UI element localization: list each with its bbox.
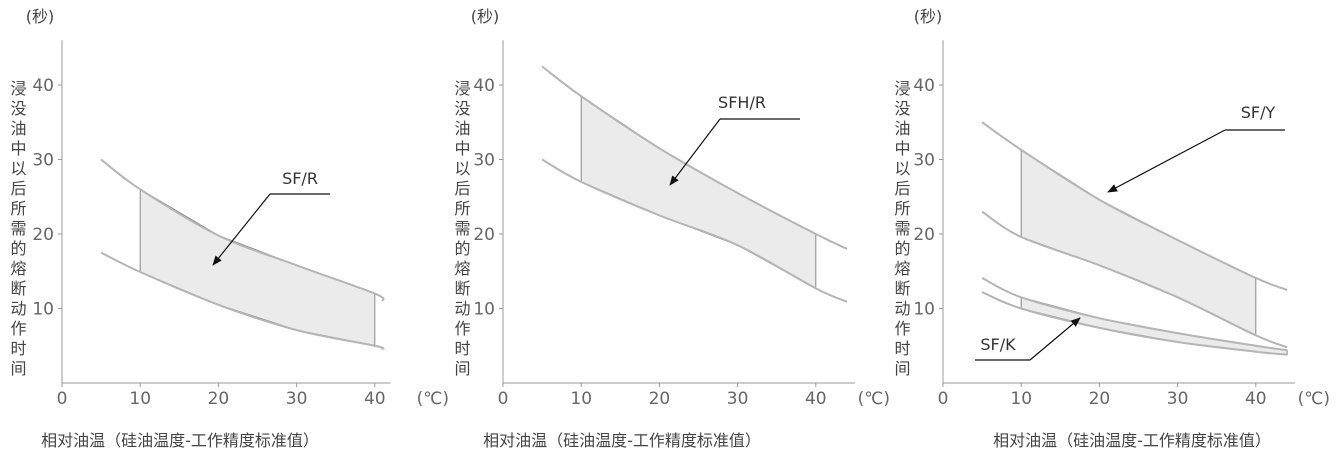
band <box>139 188 376 347</box>
chart: 10 20 30 40 0 10 20 30 40 (℃) (秒) 相对油温（硅油温度-工作精度标准值… <box>892 7 1330 450</box>
annotation: SF/Y <box>1241 103 1276 122</box>
x-unit: (℃) <box>858 389 890 409</box>
y-axis-label: 浸没油中以后所需的熔断动作时间 <box>892 80 911 380</box>
annotation-arrow <box>669 118 721 186</box>
annotation-arrow <box>212 193 271 266</box>
y-axis-label: 浸没油中以后所需的熔断动作时间 <box>452 80 471 380</box>
curve <box>541 65 848 250</box>
x-unit: (℃) <box>1298 389 1330 409</box>
x-tick-label: 10 <box>129 389 151 409</box>
x-axis-label: 相对油温（硅油温度-工作精度标准值） <box>41 431 319 450</box>
y-axis-label: 浸没油中以后所需的熔断动作时间 <box>8 80 27 380</box>
annotation: SF/R <box>282 169 318 188</box>
x-tick-label: 40 <box>805 389 827 409</box>
y-tick-label: 40 <box>913 76 935 96</box>
x-tick-label: 20 <box>649 389 671 409</box>
x-tick-label: 30 <box>727 389 749 409</box>
curve <box>981 291 1288 356</box>
x-tick-label: 30 <box>1167 389 1189 409</box>
x-tick-label: 20 <box>208 389 230 409</box>
y-unit: (秒) <box>471 7 500 26</box>
annotation: SF/K <box>980 335 1016 354</box>
x-tick-label: 40 <box>1245 389 1267 409</box>
y-tick-label: 30 <box>913 151 935 171</box>
y-tick-label: 30 <box>473 151 495 171</box>
x-unit: (℃) <box>417 389 449 409</box>
x-tick-label: 40 <box>364 389 386 409</box>
y-tick-label: 10 <box>473 300 495 320</box>
x-tick-label: 0 <box>498 389 509 409</box>
x-tick-label: 30 <box>286 389 308 409</box>
x-tick-label: 0 <box>57 389 68 409</box>
curve <box>100 158 385 302</box>
curve <box>100 251 385 351</box>
chart: 10 20 30 40 0 10 20 30 40 (℃) (秒) 相对油温（硅油温度-工作精度标准值… <box>8 7 449 450</box>
x-axis-label: 相对油温（硅油温度-工作精度标准值） <box>993 431 1271 450</box>
chart: 10 20 30 40 0 10 20 30 40 (℃) (秒) 相对油温（硅油温度-工作精度标准值… <box>452 7 890 450</box>
y-tick-label: 20 <box>32 225 54 245</box>
y-tick-label: 40 <box>32 76 54 96</box>
y-unit: (秒) <box>914 7 943 26</box>
y-tick-label: 40 <box>473 76 495 96</box>
x-axis-label: 相对油温（硅油温度-工作精度标准值） <box>483 431 761 450</box>
x-tick-label: 10 <box>570 389 592 409</box>
curve <box>541 158 848 303</box>
annotation-arrow <box>1029 317 1081 361</box>
y-tick-label: 10 <box>32 300 54 320</box>
y-tick-label: 10 <box>913 300 935 320</box>
curve <box>981 121 1288 291</box>
annotation: SFH/R <box>718 93 766 112</box>
x-tick-label: 20 <box>1089 389 1111 409</box>
band <box>580 95 817 290</box>
curve <box>981 210 1288 349</box>
y-unit: (秒) <box>26 7 55 26</box>
y-tick-label: 20 <box>473 225 495 245</box>
x-tick-label: 10 <box>1010 389 1032 409</box>
y-tick-label: 20 <box>913 225 935 245</box>
curve <box>981 277 1288 352</box>
annotation-arrow <box>1107 129 1226 193</box>
y-tick-label: 30 <box>32 151 54 171</box>
x-tick-label: 0 <box>938 389 949 409</box>
